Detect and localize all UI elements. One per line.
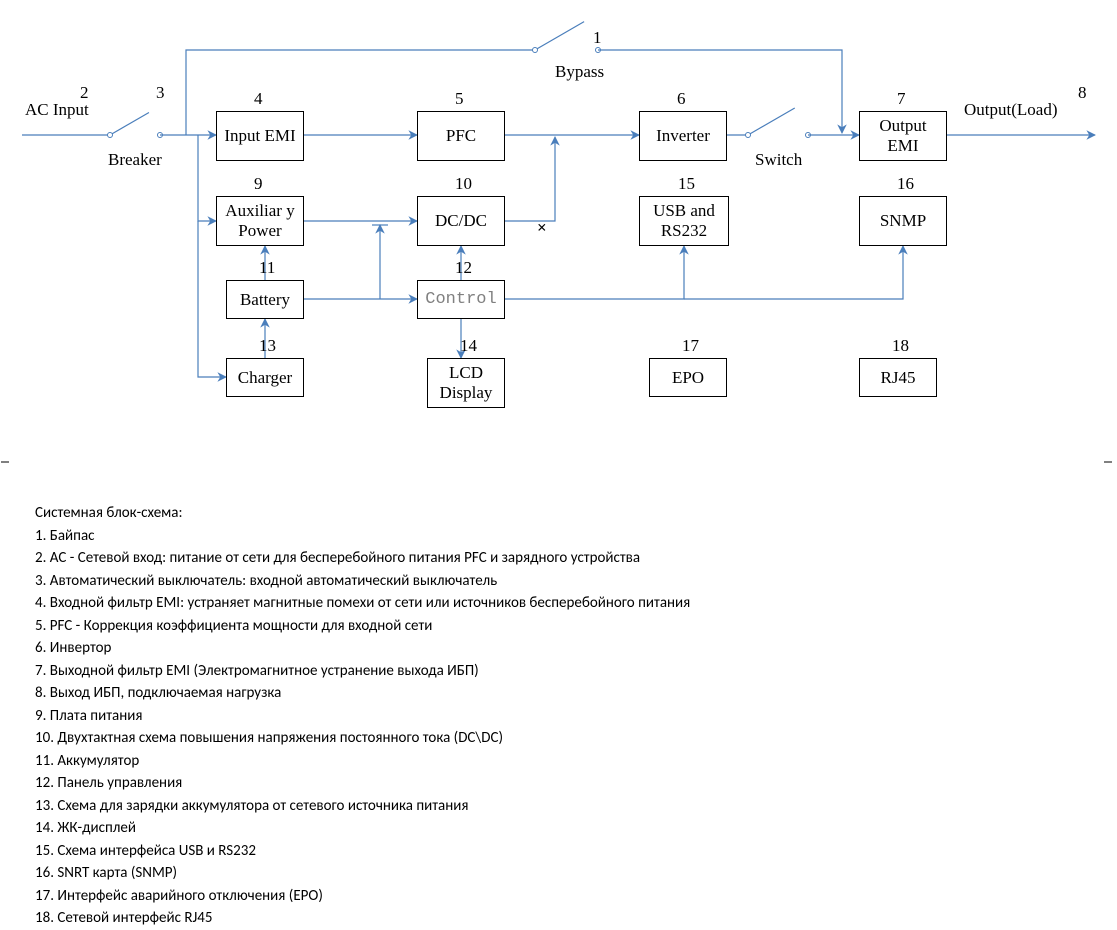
legend-block: Системная блок-схема:1. Байпас2. AC - Се… — [35, 502, 690, 930]
legend-item: 17. Интерфейс аварийного отключения (EPO… — [35, 885, 690, 908]
block-num-dcdc: 10 — [455, 174, 472, 194]
block-num-input_emi: 4 — [254, 89, 263, 109]
block-charger: Charger — [226, 358, 304, 397]
label-num-breaker: 3 — [156, 83, 165, 103]
legend-item: 13. Схема для зарядки аккумулятора от се… — [35, 795, 690, 818]
block-num-battery: 11 — [259, 258, 275, 278]
block-pfc: PFC — [417, 111, 505, 161]
label-output: Output(Load) — [964, 100, 1057, 120]
legend-item: 4. Входной фильтр EMI: устраняет магнитн… — [35, 592, 690, 615]
label-switch: Switch — [755, 150, 802, 170]
legend-item: 11. Аккумулятор — [35, 750, 690, 773]
block-num-aux: 9 — [254, 174, 263, 194]
block-usb: USB and RS232 — [639, 196, 729, 246]
legend-item: 5. PFC - Коррекция коэффициента мощности… — [35, 615, 690, 638]
legend-item: 9. Плата питания — [35, 705, 690, 728]
label-num-ac_input: 2 — [80, 83, 89, 103]
block-num-control: 12 — [455, 258, 472, 278]
legend-item: 18. Сетевой интерфейс RJ45 — [35, 907, 690, 930]
block-snmp: SNMP — [859, 196, 947, 246]
legend-item: 15. Схема интерфейса USB и RS232 — [35, 840, 690, 863]
block-num-snmp: 16 — [897, 174, 914, 194]
block-dcdc: DC/DC — [417, 196, 505, 246]
label-breaker: Breaker — [108, 150, 162, 170]
legend-item: 12. Панель управления — [35, 772, 690, 795]
block-num-epo: 17 — [682, 336, 699, 356]
block-num-usb: 15 — [678, 174, 695, 194]
block-aux: Auxiliar y Power — [216, 196, 304, 246]
block-rj45: RJ45 — [859, 358, 937, 397]
block-control: Control — [417, 280, 505, 319]
block-lcd: LCD Display — [427, 358, 505, 408]
label-ac_input: AC Input — [25, 100, 89, 120]
legend-item: 3. Автоматический выключатель: входной а… — [35, 570, 690, 593]
label-bypass: Bypass — [555, 62, 604, 82]
block-epo: EPO — [649, 358, 727, 397]
label-num-bypass: 1 — [593, 28, 602, 48]
block-inverter: Inverter — [639, 111, 727, 161]
block-num-charger: 13 — [259, 336, 276, 356]
legend-item: 1. Байпас — [35, 525, 690, 548]
legend-item: 16. SNRT карта (SNMP) — [35, 862, 690, 885]
block-battery: Battery — [226, 280, 304, 319]
block-num-lcd: 14 — [460, 336, 477, 356]
block-num-output_emi: 7 — [897, 89, 906, 109]
block-num-inverter: 6 — [677, 89, 686, 109]
legend-title: Системная блок-схема: — [35, 502, 690, 525]
legend-item: 14. ЖК-дисплей — [35, 817, 690, 840]
label-cross: × — [537, 218, 547, 238]
block-num-pfc: 5 — [455, 89, 464, 109]
legend-item: 8. Выход ИБП, подключаемая нагрузка — [35, 682, 690, 705]
legend-item: 10. Двухтактная схема повышения напряжен… — [35, 727, 690, 750]
legend-item: 6. Инвертор — [35, 637, 690, 660]
block-input_emi: Input EMI — [216, 111, 304, 161]
legend-item: 2. AC - Сетевой вход: питание от сети дл… — [35, 547, 690, 570]
legend-item: 7. Выходной фильтр EMI (Электромагнитное… — [35, 660, 690, 683]
label-num-output: 8 — [1078, 83, 1087, 103]
block-output_emi: Output EMI — [859, 111, 947, 161]
block-num-rj45: 18 — [892, 336, 909, 356]
